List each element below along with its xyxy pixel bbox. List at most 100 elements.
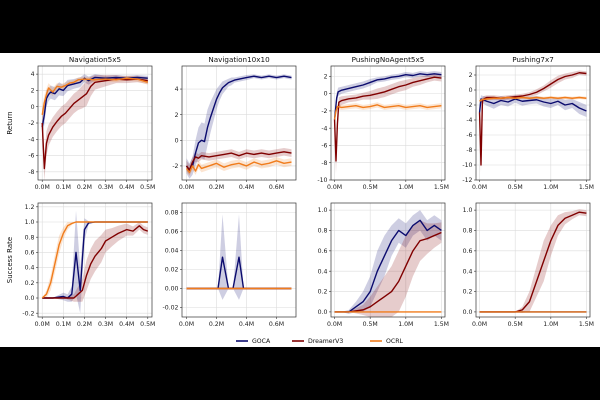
y-tick-label: -2	[172, 163, 178, 170]
y-tick-label: -6	[466, 132, 472, 139]
series-line-goca	[478, 98, 587, 113]
panel-7: 0.0M 0.5M 1.0M 1.5M 0.0 0.2 0.4 0.6 0.8 1.0	[463, 202, 594, 328]
series-group	[333, 71, 442, 174]
y-tick-label: 1.0	[463, 207, 473, 214]
y-tick-label: -8	[321, 160, 327, 167]
axes-frame	[330, 202, 446, 318]
y-tick-label: -4	[321, 125, 327, 132]
y-tick-label: 2	[469, 72, 473, 79]
series-line-dreamerv3	[334, 231, 442, 313]
y-tick-label: -8	[466, 147, 472, 154]
series-line-dreamerv3	[479, 211, 587, 313]
band-dreamerv3	[334, 220, 442, 317]
y-axis-label: Success Rate	[6, 237, 14, 283]
y-tick-label: 4	[31, 71, 35, 78]
y-axis-label: Return	[6, 111, 14, 134]
y-tick-label: 0.2	[463, 289, 473, 296]
x-tick-label: 0.0M	[472, 184, 487, 191]
y-tick-label: 1.2	[25, 204, 35, 211]
legend-label: OCRL	[386, 338, 403, 345]
panel-title: Navigation10x10	[208, 55, 270, 64]
series-line-ocrl	[41, 221, 148, 299]
band-dreamerv3	[42, 74, 148, 180]
y-tick-label: 0.2	[318, 289, 328, 296]
legend: GOCA DreamerV3 OCRL	[236, 338, 403, 345]
y-tick-label: -4	[466, 117, 472, 124]
y-tick-label: -2	[321, 108, 327, 115]
y-tick-label: 2	[31, 88, 35, 95]
x-tick-label: 1.0M	[398, 184, 413, 191]
axes-frame	[37, 202, 153, 318]
y-tick-label: -6	[321, 143, 327, 150]
y-tick-label: -0.02	[162, 305, 178, 312]
panel-title: Pushing7x7	[512, 55, 554, 64]
y-tick-label: -4	[28, 136, 34, 143]
panel-4: 0.0M 0.1M 0.2M 0.3M 0.4M 0.5M -0.2 0.0 0.2 0.4 0.6…	[6, 202, 155, 328]
y-tick-label: 0	[31, 104, 35, 111]
x-tick-label: 0.0M	[35, 184, 50, 191]
x-tick-label: 0.0M	[327, 184, 342, 191]
x-tick-label: 1.0M	[543, 321, 558, 328]
y-tick-label: -2	[28, 120, 34, 127]
x-tick-label: 1.5M	[434, 184, 449, 191]
y-tick-label: 4	[175, 86, 179, 93]
y-tick-label: 0.06	[165, 229, 179, 236]
series-group	[479, 209, 587, 313]
legend-entry-goca: GOCA	[236, 338, 271, 345]
axes-frame	[475, 202, 591, 318]
y-tick-label: 0.08	[165, 210, 179, 217]
panel-1: 0.0M 0.2M 0.4M 0.6M -2 0 2 4 Navigation10x10	[172, 55, 297, 191]
y-tick-label: 0.8	[25, 234, 35, 241]
x-tick-label: 1.5M	[579, 321, 594, 328]
x-tick-label: 0.3M	[98, 184, 113, 191]
x-tick-label: 0.2M	[209, 184, 224, 191]
x-tick-label: 0.6M	[269, 184, 284, 191]
x-tick-label: 0.5M	[508, 184, 523, 191]
y-tick-label: 2	[175, 112, 179, 119]
y-tick-label: 0.4	[318, 268, 328, 275]
panel-3: 0.0M 0.5M 1.0M 1.5M -12 -10 -8 -6 -4 -2 0 2 Pushing7…	[462, 55, 594, 191]
legend-entry-ocrl: OCRL	[370, 338, 403, 345]
axes-frame	[181, 65, 297, 181]
axes-frame	[475, 65, 591, 181]
y-tick-label: 0.0	[463, 309, 473, 316]
series-group	[41, 210, 149, 314]
x-tick-label: 0.1M	[56, 321, 71, 328]
y-tick-label: 0	[175, 137, 179, 144]
panel-0: 0.0M 0.1M 0.2M 0.3M 0.4M 0.5M -8 -6 -4 -2 0 2 4 Navig…	[6, 55, 155, 191]
x-tick-label: 0.4M	[119, 321, 134, 328]
x-tick-label: 0.5M	[140, 321, 155, 328]
x-tick-label: 0.5M	[363, 321, 378, 328]
band-dreamerv3	[479, 70, 587, 173]
series-group	[185, 74, 292, 179]
x-tick-label: 0.0M	[179, 321, 194, 328]
y-tick-label: -6	[28, 153, 34, 160]
x-tick-label: 0.4M	[119, 184, 134, 191]
panels: 0.0M 0.1M 0.2M 0.3M 0.4M 0.5M -8 -6 -4 -2 0 2 4 Navig…	[6, 55, 594, 328]
y-tick-label: 0.04	[165, 248, 179, 255]
y-tick-label: -12	[462, 177, 472, 184]
y-tick-label: 0.02	[165, 267, 179, 274]
band-dreamerv3	[186, 147, 292, 175]
series-line-ocrl	[479, 96, 587, 102]
y-tick-label: 0.6	[463, 248, 473, 255]
y-tick-label: 0.6	[318, 248, 328, 255]
series-group	[334, 210, 442, 317]
series-group	[186, 214, 292, 300]
series-line-dreamerv3	[333, 76, 442, 162]
y-tick-label: -10	[317, 177, 327, 184]
legend-label: GOCA	[252, 338, 271, 345]
panel-2: 0.0M 0.5M 1.0M 1.5M -10 -8 -6 -4 -2 0 2 PushingNoAg…	[317, 55, 449, 191]
x-tick-label: 0.5M	[363, 184, 378, 191]
band-goca	[334, 210, 442, 314]
x-tick-label: 0.2M	[209, 321, 224, 328]
y-tick-label: -2	[466, 102, 472, 109]
x-tick-label: 0.1M	[56, 184, 71, 191]
series-group	[478, 70, 587, 173]
x-tick-label: 0.5M	[140, 184, 155, 191]
series-line-dreamerv3	[42, 225, 149, 299]
y-tick-label: 0.4	[25, 265, 35, 272]
x-tick-label: 1.5M	[579, 184, 594, 191]
series-line-goca	[185, 75, 292, 172]
legend-label: DreamerV3	[308, 338, 343, 345]
